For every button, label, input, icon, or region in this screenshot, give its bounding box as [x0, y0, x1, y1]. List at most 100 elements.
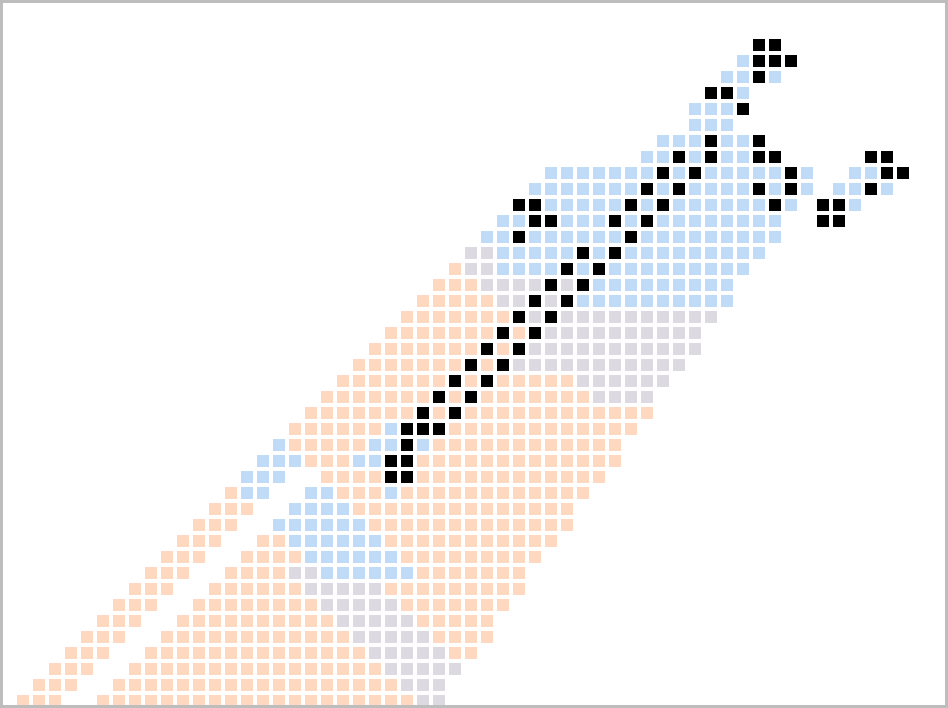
- blue-cell: [657, 231, 669, 243]
- peach-cell: [481, 631, 493, 643]
- lavender-cell: [545, 295, 557, 307]
- peach-cell: [337, 679, 349, 691]
- blue-cell: [865, 167, 877, 179]
- peach-cell: [609, 407, 621, 419]
- peach-cell: [449, 471, 461, 483]
- black-cell: [753, 71, 765, 83]
- peach-cell: [497, 487, 509, 499]
- black-cell: [545, 279, 557, 291]
- black-cell: [561, 295, 573, 307]
- peach-cell: [145, 567, 157, 579]
- blue-cell: [545, 231, 557, 243]
- lavender-cell: [401, 615, 413, 627]
- peach-cell: [417, 375, 429, 387]
- peach-cell: [609, 423, 621, 435]
- lavender-cell: [529, 279, 541, 291]
- blue-cell: [705, 103, 717, 115]
- blue-cell: [545, 167, 557, 179]
- peach-cell: [481, 295, 493, 307]
- blue-cell: [705, 231, 717, 243]
- blue-cell: [401, 567, 413, 579]
- peach-cell: [513, 391, 525, 403]
- blue-cell: [705, 279, 717, 291]
- peach-cell: [433, 567, 445, 579]
- blue-cell: [641, 151, 653, 163]
- peach-cell: [385, 407, 397, 419]
- peach-cell: [113, 615, 125, 627]
- peach-cell: [113, 599, 125, 611]
- peach-cell: [401, 359, 413, 371]
- blue-cell: [577, 199, 589, 211]
- peach-cell: [481, 455, 493, 467]
- black-cell: [753, 135, 765, 147]
- blue-cell: [529, 247, 541, 259]
- peach-cell: [561, 407, 573, 419]
- black-cell: [401, 439, 413, 451]
- peach-cell: [433, 551, 445, 563]
- peach-cell: [481, 407, 493, 419]
- lavender-cell: [401, 631, 413, 643]
- peach-cell: [465, 455, 477, 467]
- peach-cell: [225, 647, 237, 659]
- peach-cell: [257, 663, 269, 675]
- blue-cell: [705, 199, 717, 211]
- peach-cell: [609, 439, 621, 451]
- lavender-cell: [305, 567, 317, 579]
- black-cell: [881, 151, 893, 163]
- blue-cell: [705, 247, 717, 259]
- peach-cell: [209, 535, 221, 547]
- blue-cell: [673, 167, 685, 179]
- peach-cell: [289, 647, 301, 659]
- black-cell: [625, 199, 637, 211]
- blue-cell: [689, 183, 701, 195]
- blue-cell: [737, 151, 749, 163]
- peach-cell: [209, 615, 221, 627]
- lavender-cell: [481, 247, 493, 259]
- peach-cell: [209, 663, 221, 675]
- peach-cell: [289, 551, 301, 563]
- blue-cell: [721, 263, 733, 275]
- lavender-cell: [641, 359, 653, 371]
- lavender-cell: [593, 391, 605, 403]
- peach-cell: [97, 695, 109, 705]
- peach-cell: [321, 439, 333, 451]
- lavender-cell: [641, 311, 653, 323]
- peach-cell: [353, 407, 365, 419]
- peach-cell: [481, 583, 493, 595]
- blue-cell: [721, 199, 733, 211]
- peach-cell: [497, 375, 509, 387]
- blue-cell: [737, 215, 749, 227]
- peach-cell: [337, 471, 349, 483]
- peach-cell: [385, 519, 397, 531]
- peach-cell: [241, 679, 253, 691]
- peach-cell: [513, 503, 525, 515]
- black-cell: [785, 183, 797, 195]
- peach-cell: [481, 551, 493, 563]
- lavender-cell: [625, 359, 637, 371]
- peach-cell: [353, 375, 365, 387]
- blue-cell: [689, 215, 701, 227]
- lavender-cell: [561, 343, 573, 355]
- black-cell: [529, 199, 541, 211]
- blue-cell: [545, 263, 557, 275]
- black-cell: [881, 167, 893, 179]
- peach-cell: [513, 535, 525, 547]
- blue-cell: [529, 183, 541, 195]
- peach-cell: [241, 599, 253, 611]
- blue-cell: [529, 231, 541, 243]
- blue-cell: [673, 263, 685, 275]
- peach-cell: [289, 439, 301, 451]
- peach-cell: [321, 423, 333, 435]
- blue-cell: [513, 263, 525, 275]
- blue-cell: [657, 263, 669, 275]
- peach-cell: [465, 487, 477, 499]
- peach-cell: [353, 663, 365, 675]
- blue-cell: [593, 231, 605, 243]
- black-cell: [465, 391, 477, 403]
- peach-cell: [97, 647, 109, 659]
- blue-cell: [577, 263, 589, 275]
- peach-cell: [273, 583, 285, 595]
- lavender-cell: [545, 359, 557, 371]
- peach-cell: [433, 487, 445, 499]
- peach-cell: [417, 487, 429, 499]
